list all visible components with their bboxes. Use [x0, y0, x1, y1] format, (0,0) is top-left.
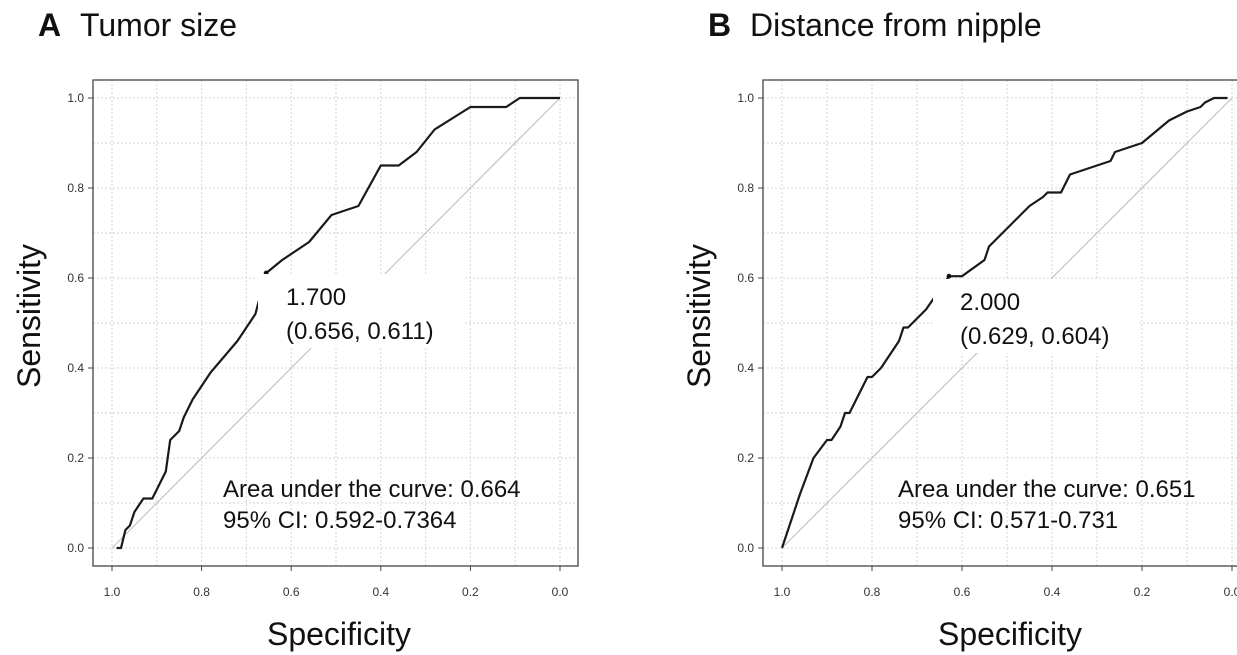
threshold-coords-label: (0.656, 0.611) — [286, 318, 434, 345]
threshold-coords-label: (0.629, 0.604) — [960, 323, 1109, 350]
panel-title: Tumor size — [80, 7, 237, 43]
y-tick-label: 0.8 — [737, 181, 754, 195]
y-axis-title: Sensitivity — [681, 244, 717, 388]
y-tick-label: 0.4 — [737, 361, 754, 375]
chart-panel-b: B Distance from nipple 2.000 (0.629, 0.604)… — [681, 7, 1237, 652]
threshold-value-label: 2.000 — [960, 289, 1020, 316]
roc-curve — [116, 96, 560, 550]
x-tick-label: 0.6 — [954, 585, 971, 599]
y-tick-label: 1.0 — [737, 91, 754, 105]
threshold-value-label: 1.700 — [286, 284, 346, 311]
panel-title: Distance from nipple — [750, 7, 1042, 43]
y-tick-label: 0.6 — [67, 271, 84, 285]
x-tick-label: 0.4 — [372, 585, 389, 599]
y-tick-label: 0.0 — [737, 541, 754, 555]
grid-lines — [763, 80, 1237, 566]
roc-curve — [780, 96, 1228, 549]
plot-frame — [762, 79, 1237, 567]
x-tick-label: 0.0 — [552, 585, 569, 599]
y-tick-label: 0.8 — [67, 181, 84, 195]
threshold-point — [946, 273, 952, 279]
auc-annotation: Area under the curve: 0.664 — [223, 476, 521, 503]
y-tick-label: 0.0 — [67, 541, 84, 555]
y-tick-label: 0.6 — [737, 271, 754, 285]
panel-letter: A — [38, 7, 61, 43]
x-tick-label: 0.4 — [1044, 585, 1061, 599]
x-axis-title: Specificity — [267, 616, 411, 652]
ci-annotation: 95% CI: 0.592-0.7364 — [223, 507, 457, 534]
x-tick-label: 1.0 — [774, 585, 791, 599]
x-tick-label: 0.8 — [864, 585, 881, 599]
x-tick-label: 1.0 — [104, 585, 121, 599]
x-tick-label: 0.2 — [462, 585, 479, 599]
x-axis-title: Specificity — [938, 616, 1082, 652]
y-axis-title: Sensitivity — [11, 244, 47, 388]
x-tick-label: 0.2 — [1134, 585, 1151, 599]
threshold-label-background — [258, 274, 463, 348]
chart-panel-a: A Tumor size 1.700 (0.656, 0.611) Area under… — [11, 7, 579, 652]
x-tick-label: 0.0 — [1224, 585, 1237, 599]
threshold-label-background — [933, 279, 1138, 353]
y-tick-label: 1.0 — [67, 91, 84, 105]
x-tick-label: 0.8 — [193, 585, 210, 599]
panel-letter: B — [708, 7, 731, 43]
y-tick-label: 0.4 — [67, 361, 84, 375]
plot-frame — [92, 79, 579, 567]
x-tick-label: 0.6 — [283, 585, 300, 599]
y-tick-label: 0.2 — [67, 451, 84, 465]
auc-annotation: Area under the curve: 0.651 — [898, 476, 1196, 503]
grid-lines — [93, 80, 578, 566]
ci-annotation: 95% CI: 0.571-0.731 — [898, 507, 1118, 534]
y-tick-label: 0.2 — [737, 451, 754, 465]
